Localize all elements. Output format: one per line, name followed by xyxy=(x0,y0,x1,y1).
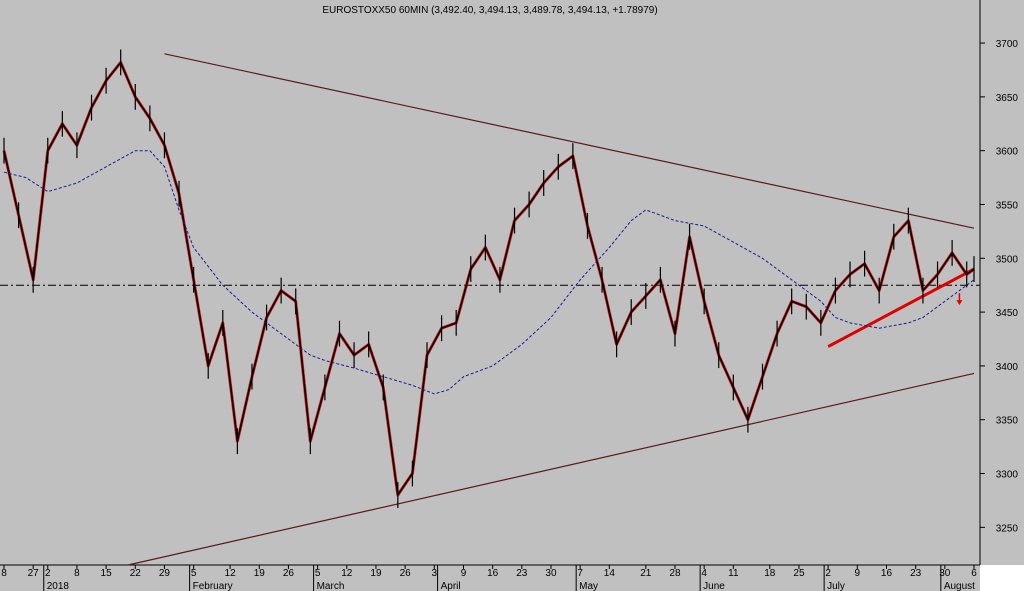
y-tick-label: 3600 xyxy=(996,147,1019,158)
trendline-upper xyxy=(164,53,975,229)
x-tick-label: 21 xyxy=(640,568,652,579)
y-tick-label: 3300 xyxy=(996,470,1019,481)
y-tick-label: 3450 xyxy=(996,308,1019,319)
x-tick-label: 18 xyxy=(764,568,776,579)
y-tick-label: 3650 xyxy=(996,93,1019,104)
x-tick-label: 4 xyxy=(701,568,707,579)
x-tick-label: 28 xyxy=(669,568,681,579)
y-tick-label: 3350 xyxy=(996,416,1019,427)
y-tick-label: 3400 xyxy=(996,362,1019,373)
x-tick-label: 14 xyxy=(604,568,616,579)
x-tick-label: 16 xyxy=(487,568,499,579)
x-tick-label: 23 xyxy=(910,568,922,579)
plot-background xyxy=(0,0,980,565)
down-arrow-icon xyxy=(956,300,963,306)
x-month-label: June xyxy=(703,581,725,591)
chart-marks xyxy=(0,49,980,566)
x-tick-label: 29 xyxy=(159,568,171,579)
y-tick-label: 3550 xyxy=(996,200,1019,211)
x-tick-label: 19 xyxy=(370,568,382,579)
x-tick-label: 23 xyxy=(516,568,528,579)
y-tick-label: 3250 xyxy=(996,523,1019,534)
x-tick-label: 7 xyxy=(577,568,583,579)
x-tick-label: 30 xyxy=(545,568,557,579)
x-tick-label: 27 xyxy=(28,568,40,579)
trendline-support xyxy=(827,267,975,348)
x-tick-label: 12 xyxy=(225,568,237,579)
x-tick-label: 5 xyxy=(315,568,321,579)
chart-title: EUROSTOXX50 60MIN (3,492.40, 3,494.13, 3… xyxy=(322,5,657,16)
x-month-label: July xyxy=(827,581,845,591)
x-tick-label: 5 xyxy=(191,568,197,579)
y-tick-label: 3500 xyxy=(996,254,1019,265)
x-tick-label: 15 xyxy=(101,568,113,579)
x-tick-label: 12 xyxy=(341,568,353,579)
x-tick-label: 3 xyxy=(432,568,438,579)
x-tick-label: 2 xyxy=(825,568,831,579)
y-axis-panel xyxy=(980,0,1024,565)
x-month-label: March xyxy=(317,581,345,591)
x-tick-label: 19 xyxy=(254,568,266,579)
trendline-lower xyxy=(127,372,975,566)
y-axis: 3250 3300 3350 3400 3450 3500 3550 3600 3650 3700 xyxy=(980,39,1018,534)
y-tick-label: 3700 xyxy=(996,39,1019,50)
x-tick-label: 2 xyxy=(45,568,51,579)
x-axis: 8 27 2 8 15 22 29 5 12 19 26 5 12 19 26 3 9 16 23 30 7 14 21 28… xyxy=(1,565,977,591)
x-tick-label: 11 xyxy=(728,568,739,579)
x-tick-label: 30 xyxy=(939,568,951,579)
x-month-label: April xyxy=(441,581,461,591)
x-month-label: May xyxy=(579,581,598,591)
price-line xyxy=(3,61,975,496)
x-tick-label: 9 xyxy=(461,568,467,579)
x-tick-label: 9 xyxy=(855,568,861,579)
x-tick-label: 8 xyxy=(1,568,7,579)
x-axis-panel xyxy=(0,565,980,591)
x-tick-label: 26 xyxy=(283,568,295,579)
x-tick-label: 26 xyxy=(400,568,412,579)
x-tick-label: 8 xyxy=(74,568,80,579)
x-month-label: 2018 xyxy=(47,581,70,591)
x-tick-label: 25 xyxy=(793,568,805,579)
x-tick-label: 6 xyxy=(971,568,977,579)
moving-average-line xyxy=(3,150,975,395)
x-month-label: August xyxy=(944,581,975,591)
x-tick-label: 22 xyxy=(130,568,142,579)
x-month-label: February xyxy=(193,581,233,591)
x-tick-label: 16 xyxy=(881,568,893,579)
